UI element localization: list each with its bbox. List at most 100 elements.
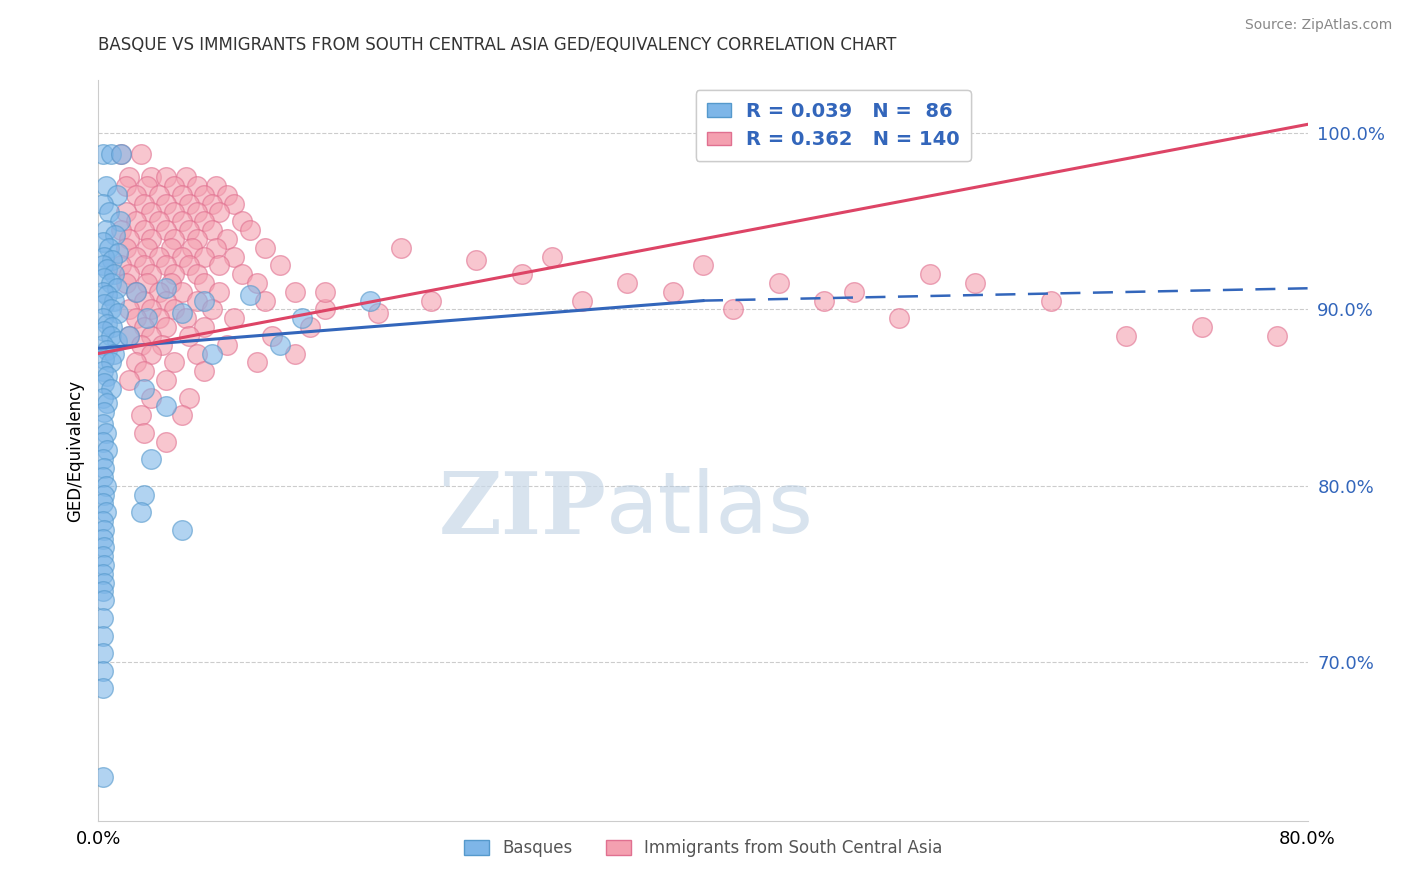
Point [103,267,125,281]
Point [93,575,115,590]
Point [125,250,148,264]
Point [91,532,114,546]
Point [723,302,745,317]
Point [91,514,114,528]
Point [253,241,276,255]
Point [844,285,866,299]
Point [125,187,148,202]
Point [108,214,131,228]
Point [246,355,269,369]
Point [186,205,208,219]
Point [201,196,224,211]
Point [155,170,177,185]
Point [118,373,141,387]
Point [93,250,115,264]
Point [125,355,148,369]
Point [100,329,122,343]
Point [160,241,183,255]
Point [132,223,155,237]
Point [540,250,562,264]
Point [91,566,114,581]
Point [132,425,155,440]
Point [314,302,336,317]
Point [193,293,215,308]
Point [114,179,136,194]
Point [93,541,115,555]
Point [93,270,115,285]
Point [179,329,201,343]
Point [100,355,122,369]
Point [129,408,152,422]
Point [91,285,114,299]
Point [91,391,114,405]
Point [93,523,115,537]
Point [155,196,177,211]
Point [148,285,170,299]
Point [239,288,262,302]
Point [1039,293,1062,308]
Point [918,267,941,281]
Point [94,505,117,519]
Point [420,293,443,308]
Point [91,235,114,250]
Point [160,276,183,290]
Point [155,259,177,273]
Point [93,351,115,366]
Point [91,434,114,449]
Point [103,293,125,308]
Point [114,276,136,290]
Point [101,253,124,268]
Point [1115,329,1137,343]
Point [91,681,114,696]
Point [141,267,163,281]
Point [155,281,177,295]
Point [155,373,177,387]
Point [163,205,186,219]
Point [91,496,114,510]
Point [510,267,533,281]
Point [284,285,307,299]
Point [100,382,122,396]
Point [132,196,155,211]
Point [201,302,224,317]
Point [125,214,148,228]
Point [661,285,683,299]
Point [174,311,197,326]
Point [193,214,215,228]
Point [129,505,152,519]
Point [141,452,163,467]
Point [186,232,208,246]
Point [132,293,155,308]
Point [94,179,117,194]
Point [94,425,117,440]
Point [389,241,412,255]
Point [141,302,163,317]
Point [110,147,132,161]
Point [132,364,155,378]
Point [186,346,208,360]
Point [96,443,118,458]
Point [224,196,246,211]
Point [231,214,253,228]
Point [181,241,204,255]
Point [141,391,163,405]
Point [91,147,114,161]
Point [118,170,141,185]
Point [186,267,208,281]
Point [170,306,193,320]
Text: BASQUE VS IMMIGRANTS FROM SOUTH CENTRAL ASIA GED/EQUIVALENCY CORRELATION CHART: BASQUE VS IMMIGRANTS FROM SOUTH CENTRAL … [98,36,897,54]
Point [205,241,228,255]
Point [1267,329,1289,343]
Point [105,187,128,202]
Point [141,346,163,360]
Point [163,179,186,194]
Point [93,376,115,391]
Point [118,232,141,246]
Point [91,311,114,326]
Point [96,261,118,276]
Point [262,329,284,343]
Point [224,250,246,264]
Point [269,259,291,273]
Point [170,187,193,202]
Point [571,293,593,308]
